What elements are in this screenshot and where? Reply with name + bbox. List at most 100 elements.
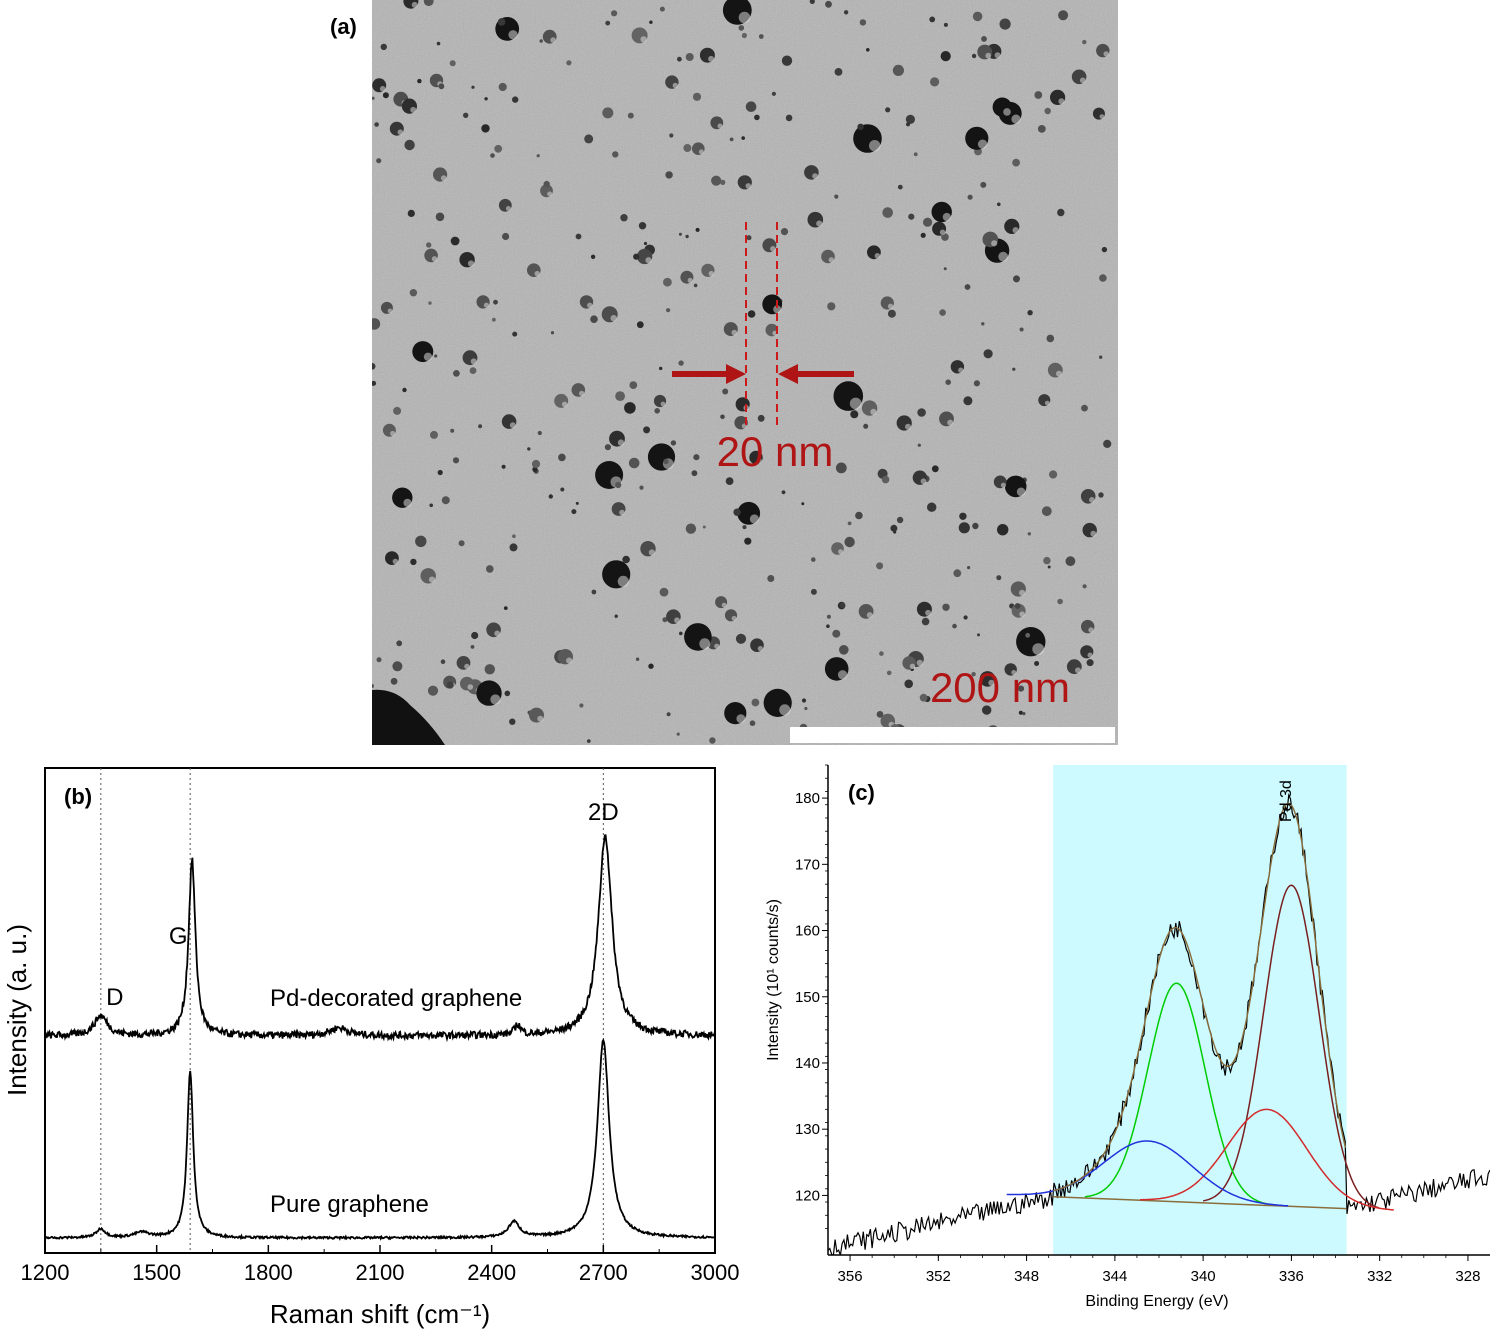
- nanoparticle: [679, 631, 683, 636]
- nanoparticle: [839, 645, 849, 655]
- nanoparticle-highlight: [1058, 98, 1065, 105]
- nanoparticle: [584, 134, 594, 144]
- nanoparticles: [372, 0, 1112, 744]
- nanoparticle: [1025, 632, 1031, 638]
- nanoparticle: [663, 458, 669, 465]
- nanoparticle-highlight: [757, 645, 764, 652]
- nanoparticle: [972, 522, 979, 530]
- nanoparticle: [1022, 712, 1026, 716]
- nanoparticle: [436, 41, 441, 46]
- nanoparticle: [982, 705, 992, 715]
- nanoparticle-highlight: [909, 663, 916, 669]
- nanoparticle-highlight: [699, 638, 711, 650]
- nanoparticle: [981, 322, 985, 326]
- nanoparticle: [835, 462, 847, 474]
- nanoparticle: [604, 444, 612, 451]
- nanoparticle: [390, 677, 398, 685]
- nanoparticle: [1086, 659, 1094, 667]
- nanoparticle-highlight: [640, 36, 647, 43]
- nanoparticle: [677, 56, 682, 62]
- nanoparticle: [997, 202, 1001, 207]
- nanoparticle: [622, 555, 630, 564]
- nanoparticle: [493, 299, 498, 305]
- nanoparticle: [920, 232, 926, 238]
- nanoparticle: [809, 0, 815, 4]
- nanoparticle: [826, 614, 831, 619]
- panel-a-micrograph: 20 nm 200 nm (a): [330, 0, 1118, 745]
- nanoparticle-highlight: [925, 609, 932, 616]
- nanoparticle: [481, 124, 490, 133]
- nanoparticle: [392, 661, 403, 672]
- xps-series: [828, 793, 1490, 1255]
- nanoparticle: [879, 651, 884, 656]
- nanoparticle: [380, 43, 387, 51]
- nanoparticle: [446, 681, 454, 689]
- nanoparticle: [725, 477, 734, 485]
- nanoparticle: [638, 222, 647, 230]
- nanoparticle: [1044, 107, 1051, 115]
- nanoparticle: [930, 77, 940, 87]
- nanoparticle-highlight: [617, 575, 629, 588]
- nanoparticle-highlight: [738, 11, 751, 24]
- nanoparticle-highlight: [550, 37, 556, 43]
- raman-x-ticks: 1200 1500 1800 2100 2400 2700 3000: [21, 1245, 740, 1285]
- nanoparticle-highlight: [874, 253, 881, 259]
- nanoparticle: [781, 55, 793, 66]
- nanoparticle: [527, 447, 531, 451]
- nanoparticle: [1041, 506, 1052, 517]
- nanoparticle: [627, 112, 634, 119]
- nanoparticle: [742, 525, 747, 530]
- nanoparticle-highlight: [991, 240, 998, 247]
- nanoparticle: [628, 457, 640, 469]
- nanoparticle: [427, 685, 439, 696]
- nanoparticle-highlight: [464, 663, 470, 670]
- nanoparticle: [478, 424, 483, 429]
- x-tick-label: 3000: [691, 1260, 740, 1285]
- nanoparticle: [981, 36, 987, 42]
- nanoparticle: [709, 737, 716, 744]
- nanoparticle: [685, 234, 689, 239]
- nanoparticle: [741, 32, 748, 39]
- nanoparticle: [733, 508, 741, 516]
- nanoparticle: [964, 284, 971, 290]
- nanoparticle: [1012, 367, 1016, 371]
- nanoparticle: [504, 690, 511, 697]
- nanoparticle: [512, 96, 519, 103]
- nanoparticle-highlight: [779, 704, 791, 716]
- nanoparticle: [502, 232, 510, 241]
- nanoparticle-highlight: [816, 220, 823, 227]
- nanoparticle-highlight: [731, 615, 737, 621]
- nanoparticle: [543, 180, 550, 188]
- nanoparticle: [579, 703, 584, 708]
- nanoparticle: [738, 25, 745, 31]
- nanoparticle: [693, 283, 698, 288]
- nanoparticle-highlight: [379, 86, 386, 92]
- raman-series-line: [45, 1038, 715, 1241]
- nanoparticle: [666, 712, 671, 717]
- nanoparticle: [751, 698, 760, 707]
- nanoparticle: [843, 10, 849, 15]
- nanoparticle: [498, 82, 507, 92]
- nanoparticle: [923, 217, 933, 227]
- micrograph-dark-corner: [372, 689, 445, 745]
- nanoparticle: [666, 308, 671, 313]
- nanoparticle: [844, 536, 855, 548]
- nanoparticle: [404, 139, 415, 151]
- nanoparticle: [548, 494, 553, 499]
- nanoparticle: [458, 540, 465, 547]
- xps-x-axis-title: Binding Energy (eV): [1085, 1293, 1228, 1310]
- nanoparticle-highlight: [1019, 611, 1025, 617]
- nanoparticle: [1081, 404, 1088, 412]
- nanoparticle-highlight: [619, 509, 625, 516]
- nanoparticle: [897, 184, 903, 190]
- nanoparticle: [407, 209, 415, 217]
- nanoparticle-highlight: [1032, 643, 1045, 655]
- nanoparticle: [648, 663, 654, 669]
- y-tick-label: 170: [795, 856, 820, 873]
- nanoparticle: [896, 516, 904, 524]
- x-tick-label: 356: [838, 1268, 863, 1285]
- nanoparticle: [850, 410, 859, 419]
- nanoparticle: [747, 310, 756, 318]
- nanoparticle: [415, 535, 427, 547]
- nanoparticle-highlight: [1079, 77, 1086, 84]
